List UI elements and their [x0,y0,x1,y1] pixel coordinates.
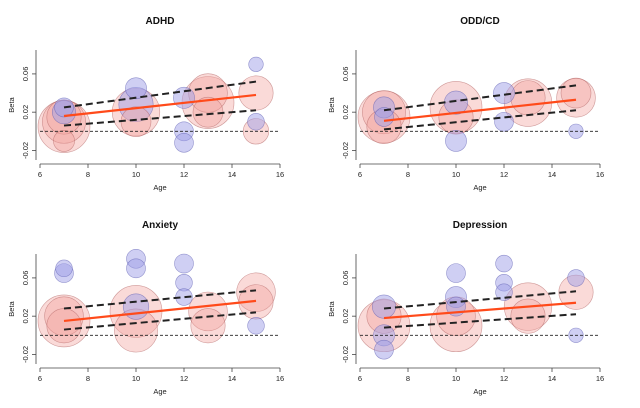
y-tick-label: -0.02 [21,142,30,159]
bubble-point-blue [446,263,466,283]
bubble-point-blue [495,254,513,273]
bubble-point-blue [445,129,467,152]
bubble-point-blue [494,111,514,132]
bubble-point-blue [248,56,264,72]
y-tick-label: 0.06 [341,271,350,286]
bubble-point [510,80,546,116]
x-tick-label: 6 [38,170,42,179]
x-tick-label: 8 [86,170,90,179]
bubble-point [188,291,228,332]
x-tick-label: 8 [86,374,90,383]
x-tick-label: 8 [406,374,410,383]
x-tick-label: 14 [228,374,236,383]
bubble-point [556,78,596,118]
x-tick-label: 12 [180,170,188,179]
x-tick-label: 12 [500,170,508,179]
bubble-point-blue [444,90,469,115]
fit-line [63,93,257,118]
y-axis-label: Beta [327,96,336,112]
y-axis-label: Beta [327,300,336,316]
y-tick-label: 0.06 [341,67,350,82]
x-axis-label: Age [153,183,166,192]
x-tick-label: 10 [132,374,140,383]
chart-title: Anxiety [142,220,179,231]
chart-title: ODD/CD [460,16,499,27]
fit-line [383,301,577,320]
y-axis-label: Beta [7,96,16,112]
bubble-point-blue [567,269,585,287]
x-tick-label: 16 [276,170,284,179]
fit-line [63,299,257,323]
ci-lower-line [383,313,577,329]
bubble-point-blue [126,258,146,279]
x-tick-label: 6 [38,374,42,383]
bubble-point-blue [374,339,394,360]
bubble-point [190,308,226,344]
y-tick-label: 0.06 [21,67,30,82]
bubble-point [46,308,82,344]
chart-panel: ADHD 6 8 10 12 14 16 -0.02 0.02 0.06 Age Beta [7,16,284,192]
x-tick-label: 10 [132,170,140,179]
bubble-point-blue [174,132,194,153]
ci-upper-line [383,290,577,310]
bubble-point-blue [493,82,515,104]
y-tick-label: 0.06 [21,271,30,286]
x-tick-label: 14 [548,170,556,179]
x-tick-label: 16 [596,170,604,179]
x-tick-label: 14 [228,170,236,179]
x-tick-label: 10 [452,170,460,179]
bubble-point [53,129,75,152]
chart-title: ADHD [146,16,175,27]
bubble-point [238,75,274,111]
ci-lower-line [63,109,257,127]
x-tick-label: 6 [358,170,362,179]
chart-panel: ODD/CD 6 8 10 12 14 16 -0.02 0.02 0.06 Age Beta [327,16,604,192]
x-tick-label: 6 [358,374,362,383]
fit-line [383,98,577,122]
x-tick-label: 12 [500,374,508,383]
bubble-point [120,106,152,138]
x-tick-label: 16 [276,374,284,383]
x-tick-label: 12 [180,374,188,383]
bubble-point-blue [125,77,147,100]
y-axis-label: Beta [7,300,16,316]
x-axis-label: Age [473,183,486,192]
ci-lower-line [63,311,257,331]
bubble-point-blue [174,253,194,274]
x-tick-label: 8 [406,170,410,179]
y-tick-label: 0.02 [341,309,350,324]
x-axis-label: Age [473,387,486,396]
y-tick-label: -0.02 [21,346,30,363]
y-tick-label: 0.02 [341,105,350,120]
bubble-point [560,77,592,109]
chart-panel: Depression 6 8 10 12 14 16 -0.02 0.02 0.06 Age Beta [327,220,604,396]
y-tick-label: 0.02 [21,105,30,120]
bubble-point-blue [247,317,265,335]
bubble-point-blue [247,113,265,131]
x-tick-label: 14 [548,374,556,383]
chart-panel: Anxiety 6 8 10 12 14 16 -0.02 0.02 0.06 Age Beta [7,220,284,396]
y-tick-label: -0.02 [341,346,350,363]
bubble-point-blue [371,294,396,319]
bubble-point [44,296,84,336]
ci-lower-line [383,109,577,131]
y-tick-label: -0.02 [341,142,350,159]
x-tick-label: 16 [596,374,604,383]
bubble-point-blue [55,259,73,278]
chart-title: Depression [453,220,507,231]
x-axis-label: Age [153,387,166,396]
bubble-point-blue [122,293,150,320]
y-tick-label: 0.02 [21,309,30,324]
x-tick-label: 10 [452,374,460,383]
ci-upper-line [63,289,257,310]
bubble-point-blue [374,107,394,127]
